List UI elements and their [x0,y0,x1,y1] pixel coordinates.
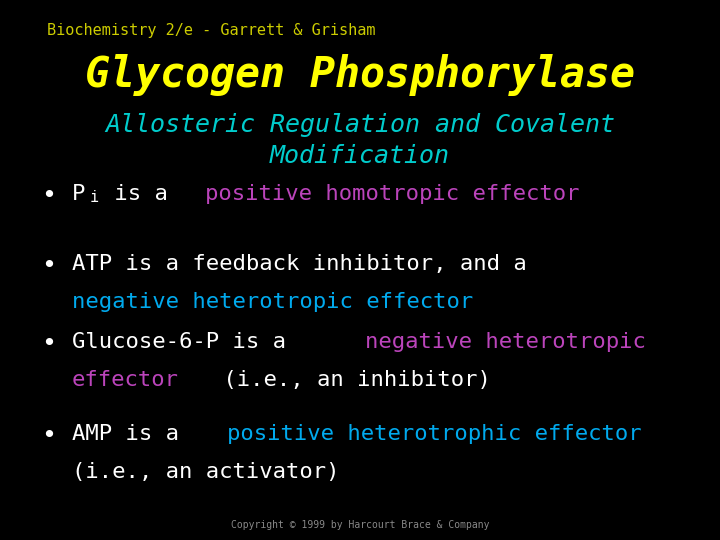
Text: •: • [42,254,56,278]
Text: •: • [42,424,56,448]
Text: is a: is a [101,184,181,204]
Text: negative heterotropic effector: negative heterotropic effector [72,292,473,312]
Text: AMP is a: AMP is a [72,424,192,444]
Text: i: i [89,190,99,205]
Text: Allosteric Regulation and Covalent: Allosteric Regulation and Covalent [105,113,615,137]
Text: (i.e., an activator): (i.e., an activator) [72,462,340,482]
Text: positive heterotrophic effector: positive heterotrophic effector [228,424,642,444]
Text: Modification: Modification [270,144,450,168]
Text: •: • [42,184,56,207]
Text: Glucose-6-P is a: Glucose-6-P is a [72,332,300,352]
Text: Biochemistry 2/e - Garrett & Grisham: Biochemistry 2/e - Garrett & Grisham [47,23,375,38]
Text: Copyright © 1999 by Harcourt Brace & Company: Copyright © 1999 by Harcourt Brace & Com… [230,520,490,530]
Text: negative heterotropic: negative heterotropic [365,332,647,352]
Text: positive homotropic effector: positive homotropic effector [204,184,579,204]
Text: (i.e., an inhibitor): (i.e., an inhibitor) [210,370,491,390]
Text: effector: effector [72,370,179,390]
Text: P: P [72,184,86,204]
Text: Glycogen Phosphorylase: Glycogen Phosphorylase [85,54,635,96]
Text: •: • [42,332,56,356]
Text: ATP is a feedback inhibitor, and a: ATP is a feedback inhibitor, and a [72,254,527,274]
